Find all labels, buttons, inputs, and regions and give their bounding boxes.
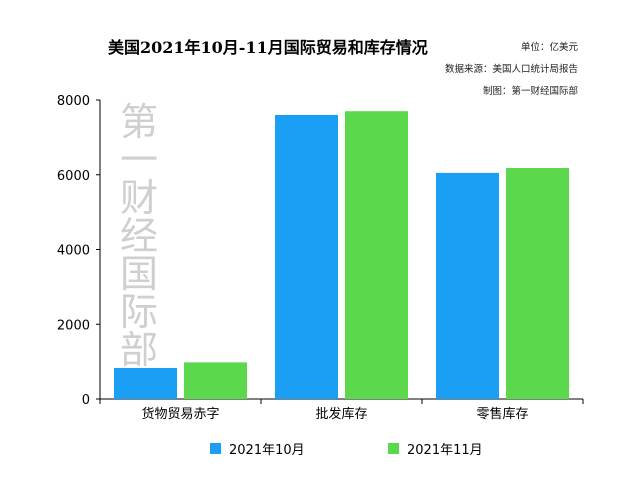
watermark-char: 经 [120,214,158,258]
watermark-char: 际 [120,290,158,334]
watermark-char: 部 [120,328,158,372]
source-note: 数据来源：美国人口统计局报告 [445,63,578,75]
bar [275,114,338,399]
legend-swatch [210,443,221,454]
legend-label: 2021年11月 [407,443,483,458]
x-category-label: 批发库存 [315,406,367,422]
watermark-char: 财 [120,176,158,220]
bar [114,367,177,399]
maker-note: 制图：第一财经国际部 [483,85,578,97]
y-tick-label: 4000 [57,244,90,259]
y-tick-label: 6000 [57,169,90,184]
x-category-label: 货物贸易赤字 [141,406,219,422]
legend-swatch [388,443,399,454]
x-category-label: 零售库存 [476,406,528,422]
legend-label: 2021年10月 [229,443,305,458]
y-tick-label: 0 [82,393,90,408]
watermark-char: 一 [120,138,158,182]
bar [506,168,569,399]
bar [345,111,408,400]
y-tick-label: 2000 [57,318,90,333]
watermark: 第一财经国际部 [120,100,158,372]
bar [436,172,499,399]
watermark-char: 国 [120,252,158,296]
bar [184,362,247,399]
unit-note: 单位：亿美元 [521,41,579,53]
y-tick-label: 8000 [57,94,90,109]
watermark-char: 第 [120,100,158,144]
chart-title: 美国2021年10月-11月国际贸易和库存情况 [108,38,428,57]
